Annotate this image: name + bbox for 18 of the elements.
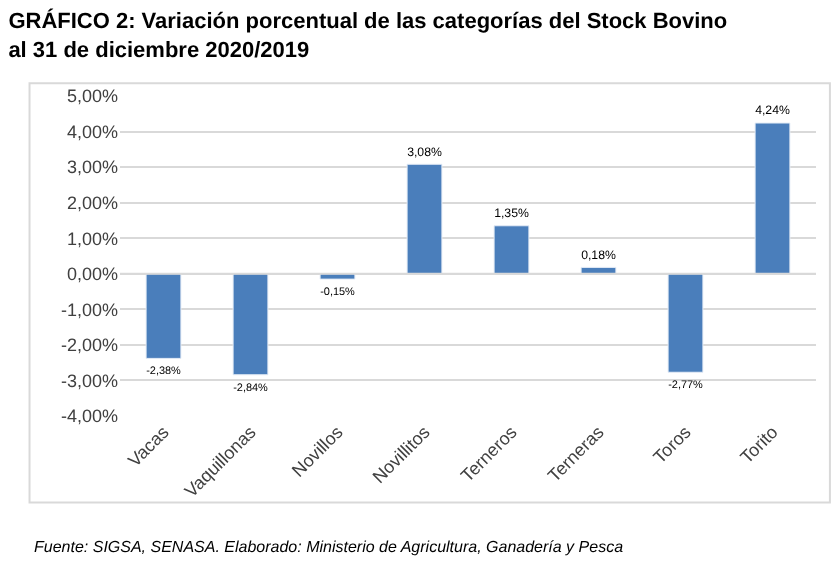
bar bbox=[754, 122, 791, 275]
bar bbox=[406, 163, 443, 275]
y-tick-label: -2,00% bbox=[60, 335, 118, 356]
chart-title: GRÁFICO 2: Variación porcentual de las categorías del Stock Bovino al 31 de diciembre 2020/2019 bbox=[8, 8, 734, 63]
bar bbox=[667, 273, 704, 373]
y-tick-label: 2,00% bbox=[66, 192, 118, 213]
bar bbox=[493, 225, 530, 275]
y-tick-label: 3,00% bbox=[66, 157, 118, 178]
y-tick-label: 5,00% bbox=[66, 86, 118, 107]
y-tick-label: 0,00% bbox=[66, 264, 118, 285]
bar bbox=[232, 273, 269, 376]
y-tick-label: -1,00% bbox=[60, 299, 118, 320]
source-note: Fuente: SIGSA, SENASA. Elaborado: Ministerio de Agricultura, Ganadería y Pesca bbox=[34, 538, 625, 556]
y-tick-label: -4,00% bbox=[60, 406, 118, 427]
bar bbox=[145, 273, 182, 359]
y-tick-label: -3,00% bbox=[60, 370, 118, 391]
y-tick-label: 4,00% bbox=[66, 121, 118, 142]
y-tick-label: 1,00% bbox=[66, 228, 118, 249]
